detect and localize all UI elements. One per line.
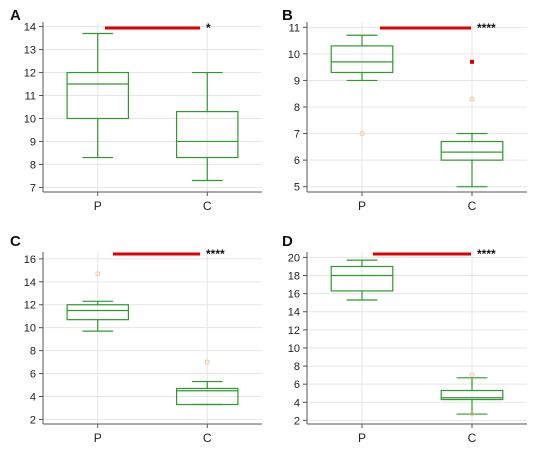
y-tick-label: 11 [25, 91, 36, 103]
panel-letter: B [282, 7, 293, 24]
box-iqr [66, 71, 130, 120]
box-iqr [66, 304, 130, 321]
y-tick-label: 2 [294, 415, 300, 427]
box-p [66, 300, 130, 332]
panel-a: A 7 8 9 10 11 12 13 14 P C * [10, 7, 262, 213]
y-tick-label: 11 [289, 22, 300, 34]
y-tick-label: 10 [24, 113, 36, 125]
x-tick-label: P [94, 431, 102, 445]
outlier-near [469, 372, 475, 378]
y-tick-label: 12 [24, 68, 36, 80]
box-iqr [175, 387, 239, 406]
x-tick-label: P [358, 199, 366, 213]
y-tick-label: 8 [30, 159, 36, 171]
y-tick-label: 7 [294, 129, 300, 141]
outlier-near [95, 271, 101, 277]
y-tick-label: 5 [294, 182, 300, 194]
panel-letter: D [282, 233, 293, 250]
y-tick-label: 8 [294, 361, 300, 373]
y-tick-label: 6 [30, 369, 36, 381]
box-c [440, 132, 504, 188]
y-tick-label: 8 [294, 102, 300, 114]
y-tick-label: 6 [294, 379, 300, 391]
y-tick-label: 12 [24, 300, 36, 312]
y-tick-label: 14 [288, 307, 300, 319]
outlier-near [359, 131, 365, 137]
panel-c: C 2 4 6 8 10 12 14 16 P C **** [10, 233, 262, 445]
y-tick-label: 4 [294, 397, 300, 409]
y-tick-label: 6 [294, 155, 300, 167]
y-tick-label: 9 [294, 75, 300, 87]
box-c [175, 71, 239, 182]
y-tick-label: 20 [288, 252, 300, 264]
y-tick-label: 13 [24, 45, 36, 57]
panel-b: B 5 6 7 8 9 10 11 P C **** [282, 7, 527, 213]
outlier-near [204, 359, 210, 365]
box-p [330, 259, 394, 301]
box-iqr [330, 45, 394, 74]
outlier-near [469, 411, 475, 417]
y-tick-label: 16 [24, 254, 36, 266]
y-tick-label: 4 [30, 391, 36, 403]
box-iqr [175, 110, 239, 159]
x-tick-label: C [468, 199, 477, 213]
box-iqr [440, 389, 504, 401]
y-tick-label: 7 [30, 182, 36, 194]
y-tick-label: 2 [30, 414, 36, 426]
y-tick-label: 16 [288, 289, 300, 301]
y-tick-label: 12 [288, 325, 300, 337]
x-tick-label: C [203, 199, 212, 213]
y-tick-label: 9 [30, 136, 36, 148]
x-tick-label: P [358, 431, 366, 445]
significance-label: * [206, 21, 211, 35]
significance-label: **** [206, 247, 225, 261]
y-tick-label: 10 [288, 343, 300, 355]
box-iqr [330, 265, 394, 292]
panel-letter: C [10, 233, 21, 250]
outlier-far [470, 59, 474, 64]
x-tick-label: C [468, 431, 477, 445]
box-p [66, 32, 130, 159]
box-p [330, 34, 394, 82]
x-tick-label: P [94, 199, 102, 213]
significance-label: **** [477, 247, 496, 261]
y-tick-label: 10 [24, 323, 36, 335]
y-tick-label: 8 [30, 346, 36, 358]
panel-letter: A [10, 7, 21, 24]
y-tick-label: 10 [288, 49, 300, 61]
x-tick-label: C [203, 431, 212, 445]
significance-label: **** [477, 21, 496, 35]
y-tick-label: 18 [288, 271, 300, 283]
box-c [175, 380, 239, 406]
box-c [440, 377, 504, 415]
y-tick-label: 14 [24, 277, 36, 289]
box-iqr [440, 140, 504, 161]
outlier-near [469, 96, 475, 102]
panel-d: D 2 4 6 8 10 12 14 16 18 20 P C **** [282, 233, 527, 445]
y-tick-label: 14 [24, 22, 36, 34]
